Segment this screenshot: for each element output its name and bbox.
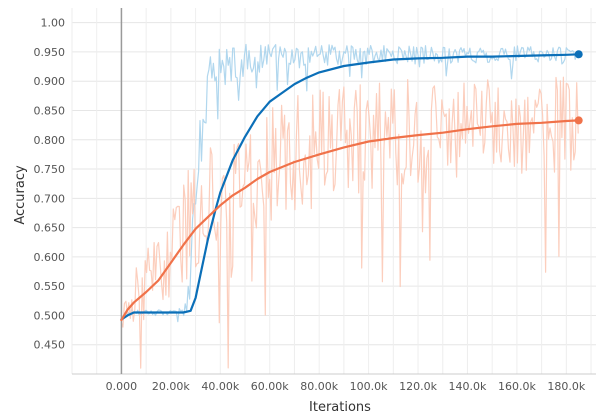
x-axis-title: Iterations [309, 400, 371, 415]
smoothed-series-1 [120, 119, 580, 322]
y-tick-label: 0.500 [34, 309, 66, 322]
y-tick-label: 0.550 [34, 280, 66, 293]
x-axis-ticks: 0.000 20.00k 40.00k 60.00k 80.00k 100.0k 120.0… [106, 380, 586, 393]
y-tick-label: 0.850 [34, 104, 66, 117]
y-axis-ticks: 0.450 0.500 0.550 0.600 0.650 0.700 0.750 0.800… [34, 17, 66, 352]
y-tick-label: 0.800 [34, 134, 66, 147]
y-tick-label: 0.600 [34, 251, 66, 264]
y-axis-title: Accuracy [13, 165, 28, 225]
x-tick-label: 180.0k [547, 380, 585, 393]
y-tick-label: 0.950 [34, 46, 66, 59]
y-tick-label: 1.00 [41, 17, 66, 30]
raw-series-1 [120, 76, 579, 369]
raw-series-0 [120, 43, 579, 323]
x-tick-label: 20.00k [152, 380, 190, 393]
x-tick-label: 60.00k [251, 380, 289, 393]
y-tick-label: 0.700 [34, 192, 66, 205]
smoothed-series-0 [120, 53, 580, 321]
x-tick-label: 80.00k [300, 380, 338, 393]
x-tick-label: 160.0k [498, 380, 536, 393]
x-tick-label: 120.0k [399, 380, 437, 393]
x-tick-label: 40.00k [201, 380, 239, 393]
raw-series-layer [120, 43, 579, 369]
x-tick-label: 140.0k [449, 380, 487, 393]
end-marker-0 [574, 50, 583, 59]
x-tick-label: 100.0k [350, 380, 388, 393]
end-marker-1 [574, 116, 583, 125]
y-tick-label: 0.900 [34, 75, 66, 88]
smoothed-series-layer [120, 53, 580, 322]
x-tick-label: 0.000 [106, 380, 138, 393]
grid [71, 8, 596, 375]
y-tick-label: 0.650 [34, 222, 66, 235]
end-marker-layer [574, 50, 583, 125]
y-tick-label: 0.450 [34, 339, 66, 352]
y-tick-label: 0.750 [34, 163, 66, 176]
